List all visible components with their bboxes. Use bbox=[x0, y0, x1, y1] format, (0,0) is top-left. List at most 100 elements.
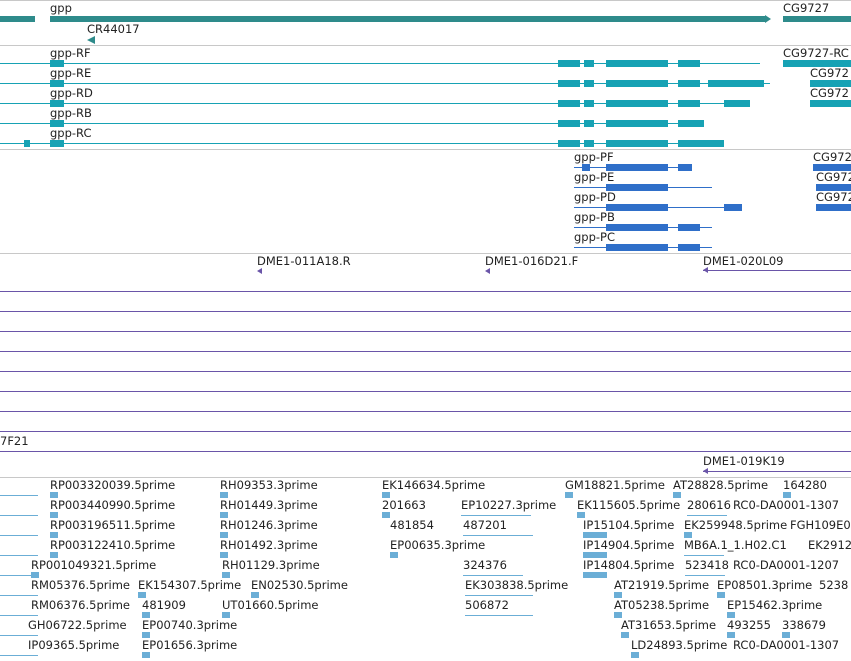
arrow-left-icon[interactable] bbox=[87, 36, 95, 44]
protein-row-cg9727[interactable] bbox=[816, 184, 851, 191]
est-feature[interactable] bbox=[0, 595, 38, 596]
protein-label[interactable]: gpp-PD bbox=[574, 190, 616, 204]
gene-bar-gpp-main[interactable] bbox=[50, 16, 765, 22]
est-feature[interactable] bbox=[685, 575, 725, 576]
est-feature[interactable] bbox=[783, 492, 791, 498]
est-feature[interactable] bbox=[583, 532, 607, 538]
est-feature[interactable] bbox=[614, 612, 622, 618]
est-feature[interactable] bbox=[251, 592, 259, 598]
est-feature[interactable] bbox=[222, 612, 230, 618]
gene-bar-cg9727[interactable] bbox=[783, 16, 851, 22]
est-feature[interactable] bbox=[50, 492, 58, 498]
est-label[interactable]: RM06376.5prime bbox=[31, 598, 130, 612]
est-feature[interactable] bbox=[463, 575, 523, 576]
est-feature[interactable] bbox=[687, 515, 727, 516]
est-label[interactable]: RC0-DA0001-1207 bbox=[733, 558, 840, 572]
gene-label-cg9727[interactable]: CG9727 bbox=[783, 1, 830, 15]
est-feature[interactable] bbox=[138, 592, 146, 598]
est-label[interactable]: 5238 bbox=[819, 578, 849, 592]
clone-span[interactable] bbox=[0, 291, 851, 292]
est-label[interactable]: 493255 bbox=[727, 618, 771, 632]
est-label[interactable]: MB6A.1_1.H02.C1 bbox=[684, 538, 787, 552]
est-label[interactable]: 523418 bbox=[685, 558, 729, 572]
est-label[interactable]: EP01656.3prime bbox=[142, 638, 238, 652]
transcript-label[interactable]: CG972 bbox=[810, 66, 849, 80]
protein-label[interactable]: gpp-PF bbox=[574, 150, 614, 164]
est-label[interactable]: EK259948.5prime bbox=[684, 518, 788, 532]
est-label[interactable]: AT05238.5prime bbox=[614, 598, 710, 612]
est-label[interactable]: AT31653.5prime bbox=[621, 618, 717, 632]
est-feature[interactable] bbox=[142, 632, 150, 638]
est-feature[interactable] bbox=[50, 532, 58, 538]
clone-span[interactable] bbox=[0, 411, 851, 412]
est-feature[interactable] bbox=[50, 512, 58, 518]
est-feature[interactable] bbox=[0, 575, 38, 576]
est-label[interactable]: EK146634.5prime bbox=[382, 478, 486, 492]
est-label[interactable]: 481909 bbox=[142, 598, 186, 612]
est-feature[interactable] bbox=[583, 552, 607, 558]
transcript-label[interactable]: gpp-RC bbox=[50, 126, 92, 140]
transcript-row-cg9727[interactable] bbox=[810, 80, 851, 87]
est-label[interactable]: RH01449.3prime bbox=[220, 498, 318, 512]
est-feature[interactable] bbox=[0, 555, 38, 556]
protein-row-cg9727[interactable] bbox=[816, 204, 851, 211]
clone-span[interactable] bbox=[0, 431, 851, 432]
est-label[interactable]: 324376 bbox=[463, 558, 507, 572]
protein-row[interactable] bbox=[574, 244, 714, 251]
transcript-row-cg9727[interactable] bbox=[783, 60, 851, 67]
est-feature[interactable] bbox=[382, 492, 390, 498]
est-label[interactable]: RP003122410.5prime bbox=[50, 538, 176, 552]
est-feature[interactable] bbox=[50, 552, 58, 558]
est-label[interactable]: RH01129.3prime bbox=[222, 558, 320, 572]
clone-label[interactable]: DME1-020L09 bbox=[703, 254, 784, 268]
protein-label[interactable]: CG972 bbox=[813, 150, 851, 164]
est-feature[interactable] bbox=[684, 532, 692, 538]
est-feature[interactable] bbox=[583, 572, 607, 578]
est-feature[interactable] bbox=[782, 632, 790, 638]
est-label[interactable]: EK303838.5prime bbox=[465, 578, 569, 592]
est-label[interactable]: EP08501.3prime bbox=[717, 578, 813, 592]
clone-label[interactable]: DME1-016D21.F bbox=[485, 254, 579, 268]
est-feature[interactable] bbox=[631, 652, 639, 658]
est-feature[interactable] bbox=[220, 532, 228, 538]
est-label[interactable]: RC0-DA0001-1307 bbox=[733, 638, 840, 652]
est-label[interactable]: RH01492.3prime bbox=[220, 538, 318, 552]
gene-bar-gpp[interactable] bbox=[0, 16, 35, 22]
clone-span[interactable] bbox=[0, 391, 851, 392]
est-feature[interactable] bbox=[727, 632, 735, 638]
est-feature[interactable] bbox=[0, 635, 38, 636]
est-feature[interactable] bbox=[0, 655, 38, 656]
est-label[interactable]: IP14804.5prime bbox=[583, 558, 675, 572]
est-feature[interactable] bbox=[717, 592, 725, 598]
est-feature[interactable] bbox=[0, 615, 38, 616]
protein-row[interactable] bbox=[574, 184, 714, 191]
est-feature[interactable] bbox=[565, 492, 573, 498]
est-label[interactable]: IP15104.5prime bbox=[583, 518, 675, 532]
est-label[interactable]: 280616 bbox=[687, 498, 731, 512]
est-feature[interactable] bbox=[465, 595, 533, 596]
est-feature[interactable] bbox=[0, 535, 38, 536]
clone-span[interactable] bbox=[0, 351, 851, 352]
transcript-row-cg9727[interactable] bbox=[810, 100, 851, 107]
protein-row[interactable] bbox=[574, 164, 694, 171]
est-label[interactable]: IP14904.5prime bbox=[583, 538, 675, 552]
est-label[interactable]: FGH109E0 bbox=[790, 518, 851, 532]
est-label[interactable]: RC0-DA0001-1307 bbox=[733, 498, 840, 512]
est-label[interactable]: AT28828.5prime bbox=[673, 478, 769, 492]
gene-label-gpp[interactable]: gpp bbox=[50, 1, 72, 15]
transcript-row[interactable] bbox=[0, 100, 750, 108]
est-feature[interactable] bbox=[382, 512, 390, 518]
est-feature[interactable] bbox=[614, 592, 622, 598]
est-label[interactable]: AT21919.5prime bbox=[614, 578, 710, 592]
transcript-label[interactable]: gpp-RB bbox=[50, 106, 92, 120]
clone-label[interactable]: 7F21 bbox=[0, 434, 29, 448]
est-label[interactable]: GM18821.5prime bbox=[565, 478, 665, 492]
est-label[interactable]: RH01246.3prime bbox=[220, 518, 318, 532]
est-feature[interactable] bbox=[31, 572, 39, 578]
est-feature[interactable] bbox=[684, 555, 724, 556]
est-label[interactable]: EP00635.3prime bbox=[390, 538, 486, 552]
est-label[interactable]: 487201 bbox=[463, 518, 507, 532]
est-label[interactable]: EP00740.3prime bbox=[142, 618, 238, 632]
est-feature[interactable] bbox=[220, 552, 228, 558]
est-label[interactable]: RP001049321.5prime bbox=[31, 558, 157, 572]
